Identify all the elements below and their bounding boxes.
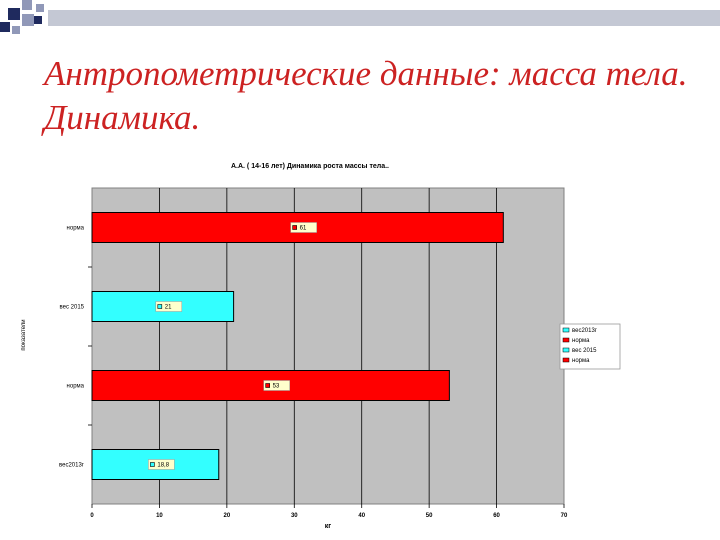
- data-label-swatch: [150, 462, 155, 467]
- data-label-box: [155, 301, 183, 312]
- gray-square: [12, 26, 20, 34]
- data-label-swatch: [265, 383, 270, 388]
- legend-swatch: [562, 327, 570, 333]
- y-tick-label: вес2013г: [59, 463, 85, 469]
- gray-square: [22, 14, 34, 26]
- chart-title: А.А. ( 14-16 лет) Динамика роста массы т…: [231, 163, 389, 170]
- legend: вес2013г норма вес 2015 норма: [559, 323, 621, 370]
- legend-swatch: [562, 347, 570, 353]
- data-label-box: [290, 222, 317, 233]
- slide-title: Антропометрические данные: масса тела. Д…: [44, 54, 688, 137]
- legend-label: вес 2015: [572, 348, 597, 354]
- x-tick-label: 60: [493, 513, 500, 519]
- x-tick-label: 20: [224, 513, 231, 519]
- x-tick-label: 0: [90, 513, 94, 519]
- data-label-box: [263, 380, 290, 391]
- navy-square: [34, 16, 42, 24]
- navy-square: [0, 22, 10, 32]
- data-label: 53: [273, 384, 280, 390]
- y-tick-label: норма: [67, 384, 85, 390]
- legend-label: норма: [572, 338, 590, 344]
- x-tick-label: 70: [561, 513, 568, 519]
- x-tick-label: 50: [426, 513, 433, 519]
- legend-label: норма: [572, 358, 590, 364]
- data-label-box: [148, 459, 175, 470]
- gray-square: [22, 0, 32, 10]
- y-tick-label: норма: [67, 226, 85, 232]
- x-tick-label: 30: [291, 513, 298, 519]
- bar-chart: А.А. ( 14-16 лет) Динамика роста массы т…: [21, 163, 621, 530]
- data-label: 21: [165, 305, 172, 311]
- data-label: 61: [300, 226, 307, 232]
- legend-box: [559, 323, 621, 370]
- x-axis-label: кг: [325, 523, 332, 530]
- legend-swatch: [562, 337, 570, 343]
- y-tick-label: вес 2015: [60, 305, 85, 311]
- legend-swatch: [562, 357, 570, 363]
- data-label-swatch: [157, 304, 163, 309]
- gray-square: [36, 4, 44, 12]
- header-gray-bar: [48, 10, 720, 26]
- plot-area: 0 10 20 30 40 50 60 70 норма 61 вес 2015 21 норма 53 в…: [59, 187, 568, 519]
- legend-label: вес2013г: [572, 328, 598, 334]
- navy-square: [8, 8, 20, 20]
- decorative-squares: [0, 0, 720, 34]
- x-tick-label: 40: [358, 513, 365, 519]
- data-label: 18,8: [157, 463, 169, 469]
- data-label-swatch: [292, 225, 297, 230]
- x-tick-label: 10: [156, 513, 163, 519]
- y-axis-label: показатели: [21, 319, 27, 350]
